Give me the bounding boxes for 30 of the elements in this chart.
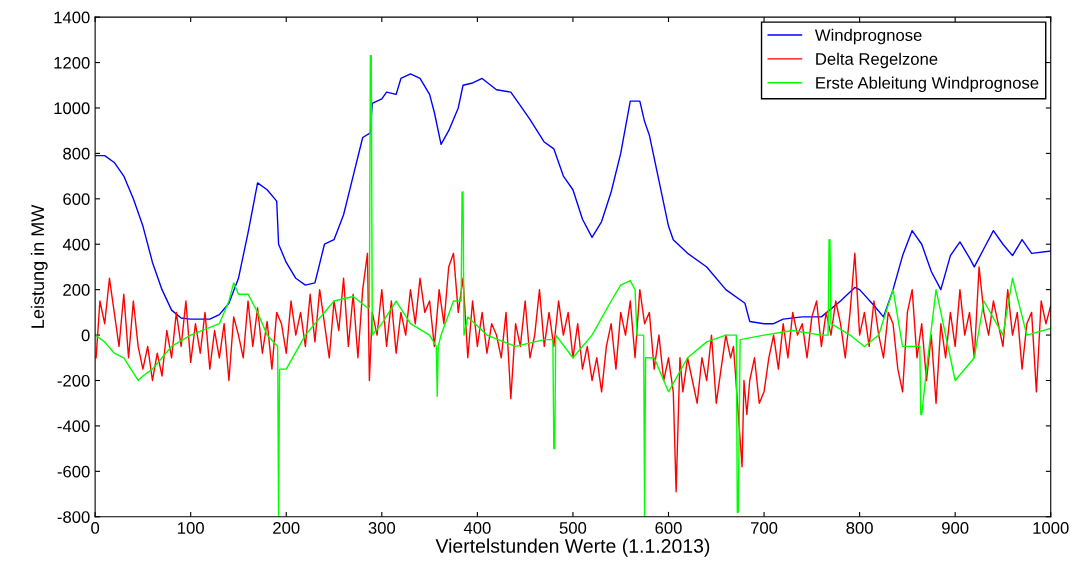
legend-label: Delta Regelzone <box>816 52 938 69</box>
x-tick-label: 600 <box>655 522 682 534</box>
x-tick-label: 100 <box>178 522 204 534</box>
x-tick-label: 300 <box>368 522 396 534</box>
y-tick-label: 1400 <box>54 11 90 24</box>
x-tick-label: 500 <box>559 522 587 534</box>
y-tick-label: -600 <box>57 465 90 478</box>
x-tick-label: 1000 <box>1033 522 1069 534</box>
x-tick-label: 700 <box>751 522 778 534</box>
y-tick-label: -400 <box>57 420 90 433</box>
y-tick-label: 0 <box>81 329 90 342</box>
y-tick-label: 200 <box>63 284 90 296</box>
y-tick-label: 1200 <box>54 56 90 69</box>
x-tick-label: 400 <box>463 522 491 534</box>
y-tick-label: -800 <box>57 511 90 523</box>
x-tick-label: 200 <box>273 522 300 534</box>
legend-label: Erste Ableitung Windprognose <box>816 76 1039 93</box>
y-tick-label: 600 <box>63 193 90 206</box>
y-tick-label: -200 <box>57 374 90 387</box>
x-tick-label: 0 <box>91 522 100 534</box>
y-tick-label: 400 <box>62 238 90 251</box>
x-tick-label: 900 <box>942 522 969 534</box>
y-tick-label: 1000 <box>54 102 90 115</box>
line-series <box>95 73 1051 325</box>
y-axis-title: Leistung in MW <box>30 204 48 328</box>
x-axis-title: Viertelstunden Werte (1.1.2013) <box>435 538 710 557</box>
y-tick-label: 800 <box>63 147 90 160</box>
legend-label: Windprognose <box>814 28 922 45</box>
x-tick-label: 800 <box>846 522 873 534</box>
line-series <box>95 252 1051 493</box>
